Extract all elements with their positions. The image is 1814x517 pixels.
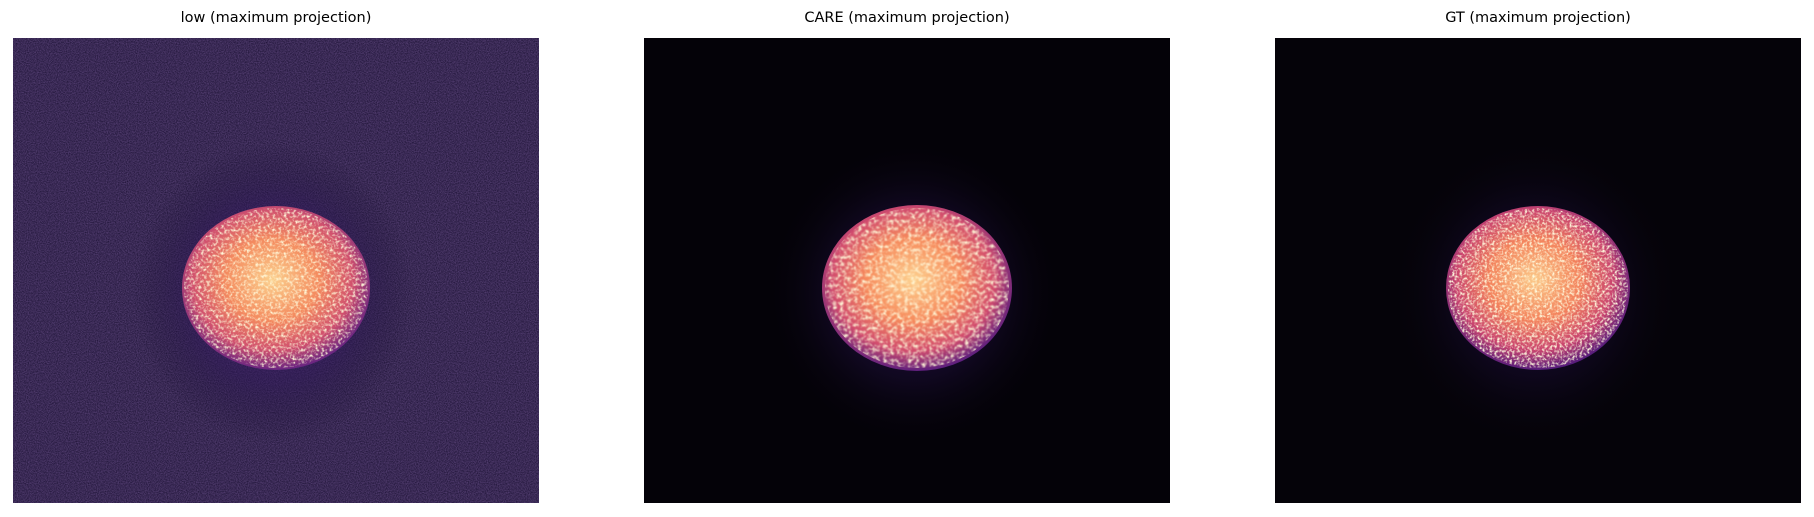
- panel-low: low (maximum projection): [13, 0, 539, 517]
- image-care-max-projection: [644, 38, 1170, 503]
- panel-care: CARE (maximum projection): [644, 0, 1170, 517]
- image-low-max-projection: [13, 38, 539, 503]
- image-gt-max-projection: [1275, 38, 1801, 503]
- panel-title-low: low (maximum projection): [180, 10, 372, 26]
- panel-title-care: CARE (maximum projection): [804, 10, 1010, 26]
- panel-title-gt: GT (maximum projection): [1445, 10, 1631, 26]
- panel-gt: GT (maximum projection): [1275, 0, 1801, 517]
